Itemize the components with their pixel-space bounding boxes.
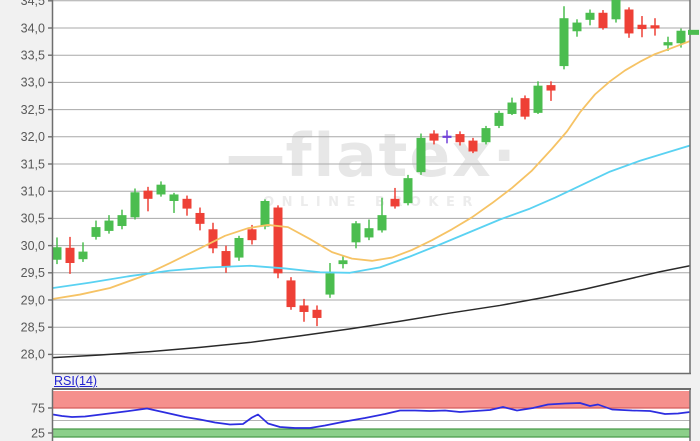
candle[interactable] bbox=[455, 131, 465, 146]
price-plot-border bbox=[51, 0, 691, 375]
candle[interactable] bbox=[299, 298, 309, 322]
candle[interactable] bbox=[481, 125, 491, 145]
candle[interactable] bbox=[520, 95, 530, 120]
ma-mid-cyan-line bbox=[53, 144, 690, 289]
doji-candle[interactable] bbox=[442, 130, 452, 144]
last-price-marker bbox=[688, 29, 699, 35]
y-axis-label: 30,5 bbox=[21, 212, 45, 226]
candle[interactable] bbox=[546, 81, 556, 101]
candle[interactable] bbox=[598, 10, 608, 30]
candle[interactable] bbox=[221, 245, 231, 273]
candle[interactable] bbox=[364, 219, 374, 241]
candle[interactable] bbox=[507, 97, 517, 116]
candle[interactable] bbox=[533, 81, 543, 114]
candle[interactable] bbox=[117, 209, 127, 230]
candle[interactable] bbox=[104, 215, 114, 234]
candle[interactable] bbox=[78, 242, 88, 262]
y-axis-label: 34,5 bbox=[21, 0, 45, 8]
candle[interactable] bbox=[53, 237, 62, 265]
y-axis-label: 29,5 bbox=[21, 266, 45, 280]
candle[interactable] bbox=[416, 133, 426, 175]
y-axis-label: 28,0 bbox=[21, 348, 45, 362]
candle[interactable] bbox=[611, 0, 621, 23]
candle[interactable] bbox=[273, 205, 283, 279]
y-axis-label: 32,5 bbox=[21, 103, 45, 117]
y-axis-label: 34,0 bbox=[21, 21, 45, 35]
candle[interactable] bbox=[208, 222, 218, 254]
price-gridlines bbox=[53, 0, 690, 355]
candle[interactable] bbox=[312, 305, 322, 327]
price-y-axis: 34,5 34,0 33,5 33,0 32,5 32,0 31,5 31,0 30,5 30,0… bbox=[21, 0, 53, 362]
candle[interactable] bbox=[325, 263, 335, 298]
candle[interactable] bbox=[234, 235, 244, 261]
candle[interactable] bbox=[637, 16, 647, 38]
candle[interactable] bbox=[130, 188, 140, 220]
candle[interactable] bbox=[195, 207, 205, 231]
oversold-band bbox=[53, 429, 690, 437]
rsi-line bbox=[52, 402, 691, 429]
ma-fast-orange-line bbox=[53, 40, 690, 300]
y-axis-label: 29,0 bbox=[21, 293, 45, 307]
rsi-axis-label: 75 bbox=[31, 401, 45, 415]
candle[interactable] bbox=[182, 195, 192, 216]
candle[interactable] bbox=[650, 18, 660, 36]
candle[interactable] bbox=[559, 6, 569, 70]
y-axis-label: 28,5 bbox=[21, 321, 45, 335]
candle[interactable] bbox=[286, 277, 296, 310]
candle[interactable] bbox=[91, 220, 101, 240]
candle[interactable] bbox=[65, 236, 75, 274]
y-axis-label: 31,0 bbox=[21, 185, 45, 199]
candle[interactable] bbox=[429, 130, 439, 145]
y-axis-label: 33,5 bbox=[21, 49, 45, 63]
candle[interactable] bbox=[156, 181, 166, 197]
y-axis-label: 33,0 bbox=[21, 76, 45, 90]
rsi-y-axis: 75 25 bbox=[31, 401, 53, 440]
rsi-panel-border bbox=[51, 388, 691, 441]
ma-slow-black-line bbox=[53, 264, 690, 359]
y-axis-label: 32,0 bbox=[21, 130, 45, 144]
y-axis-label: 30,0 bbox=[21, 239, 45, 253]
overlay-lines bbox=[53, 40, 690, 359]
candle[interactable] bbox=[338, 256, 348, 269]
candle[interactable] bbox=[468, 137, 478, 154]
y-axis-label: 31,5 bbox=[21, 157, 45, 171]
rsi-indicator-label[interactable]: RSI(14) bbox=[54, 374, 98, 388]
candle[interactable] bbox=[585, 9, 595, 26]
candle[interactable] bbox=[260, 199, 270, 230]
rsi-axis-label: 25 bbox=[31, 426, 45, 440]
candle[interactable] bbox=[390, 187, 400, 209]
overbought-band bbox=[53, 391, 690, 408]
candle[interactable] bbox=[143, 186, 153, 212]
candle[interactable] bbox=[403, 174, 413, 206]
candlestick-series bbox=[53, 0, 686, 327]
candle[interactable] bbox=[377, 197, 387, 233]
candle[interactable] bbox=[494, 110, 504, 129]
candle[interactable] bbox=[351, 221, 361, 249]
candle[interactable] bbox=[624, 7, 634, 38]
candle[interactable] bbox=[572, 19, 582, 37]
candle[interactable] bbox=[169, 192, 179, 213]
rsi-panel bbox=[53, 391, 690, 438]
